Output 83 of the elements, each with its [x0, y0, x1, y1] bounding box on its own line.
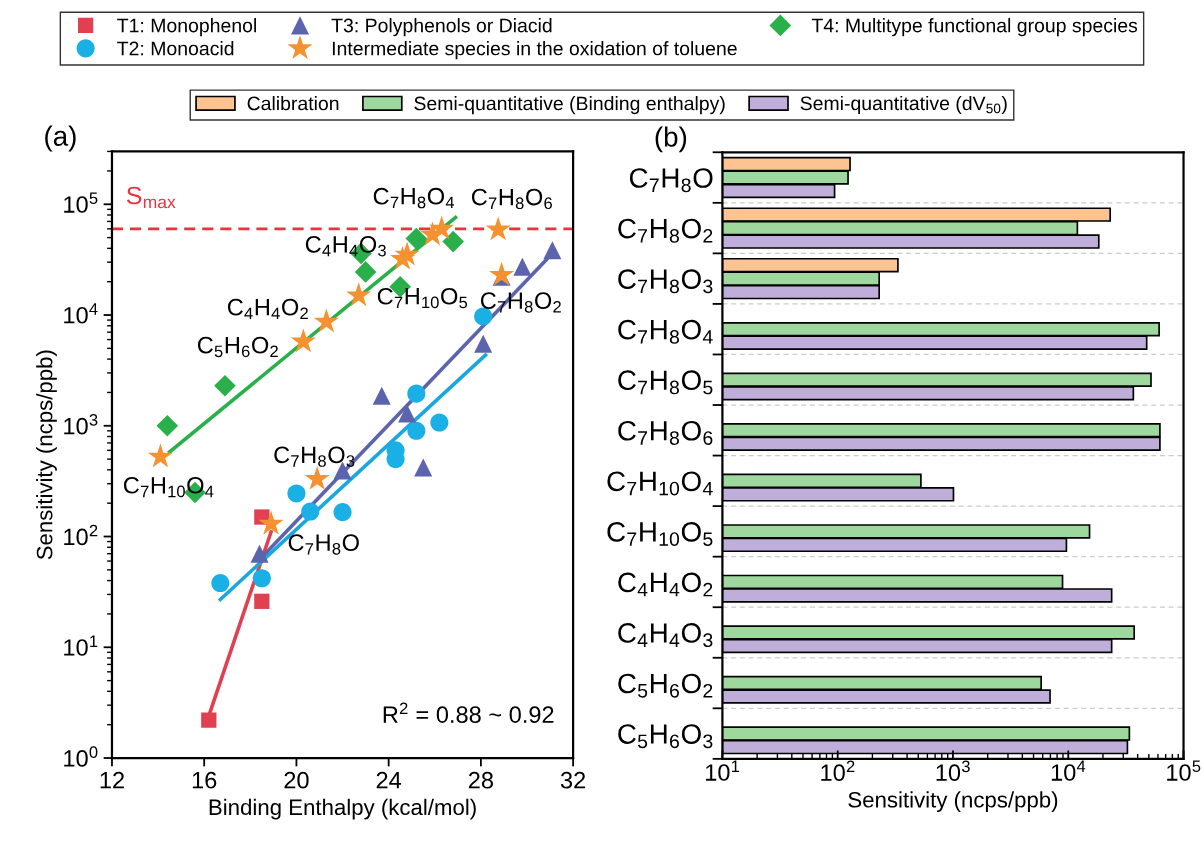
point — [290, 328, 316, 353]
point — [147, 443, 173, 468]
point — [394, 241, 420, 266]
x-tick-label: 10$^{3}$ — [936, 760, 970, 782]
y-tick-label: C$_{7}$H$_{8}$O — [629, 168, 713, 193]
annotation: C$_{5}$H$_{6}$O$_{2}$ — [197, 336, 278, 358]
y-tick-label: C$_{7}$H$_{8}$O$_{2}$ — [618, 218, 713, 243]
point — [250, 544, 269, 563]
y-tick-label: 10$^{5}$ — [64, 192, 98, 213]
point — [287, 484, 306, 503]
x-tick-label: 32 — [560, 771, 586, 789]
chart-title: (a) — [45, 125, 76, 152]
annotation: R$^{2}$ = 0.88 ~ 0.92 — [383, 702, 554, 723]
point — [346, 282, 372, 307]
point — [301, 502, 320, 521]
x-tick-label: 10$^{2}$ — [821, 760, 855, 782]
chart-title: (b) — [655, 126, 687, 153]
x-tick-label: 20 — [284, 771, 309, 789]
x-tick-label: 28 — [468, 771, 493, 789]
annotation: C$_{7}$H$_{10}$O$_{5}$ — [377, 287, 468, 309]
point — [405, 227, 428, 250]
y-tick-label: C$_{7}$H$_{8}$O$_{3}$ — [618, 269, 713, 294]
x-axis-title: Binding Enthalpy (kcal/mol) — [209, 798, 476, 820]
point — [252, 569, 271, 588]
legend-label: T3: Polyphenols or Diacid — [331, 18, 552, 37]
y-tick-label: C$_{7}$H$_{8}$O$_{6}$ — [618, 420, 713, 445]
x-tick-label: 10$^{4}$ — [1051, 760, 1086, 781]
y-axis-title: Sensitivity (ncps/ppb) — [36, 350, 57, 560]
legend-label: Calibration — [247, 96, 339, 111]
y-tick-label: 10$^{3}$ — [64, 414, 98, 435]
x-tick-label: 10$^{1}$ — [706, 760, 740, 781]
point — [258, 510, 284, 535]
point — [474, 334, 493, 353]
point — [214, 374, 236, 397]
x-tick-label: 16 — [192, 771, 217, 789]
y-tick-label: C$_{4}$H$_{4}$O$_{2}$ — [618, 572, 713, 597]
y-tick-label: C$_{7}$H$_{8}$O$_{5}$ — [618, 370, 713, 395]
y-tick-label: C$_{4}$H$_{4}$O$_{3}$ — [618, 623, 713, 648]
y-tick-label: C$_{7}$H$_{10}$O$_{4}$ — [607, 471, 713, 496]
x-tick-label: 24 — [376, 771, 402, 789]
y-tick-label: C$_{7}$H$_{10}$O$_{5}$ — [607, 522, 713, 546]
point — [201, 712, 217, 728]
legend-label: Intermediate species in the oxidation of toluene — [332, 41, 737, 60]
y-tick-label: C$_{5}$H$_{6}$O$_{2}$ — [618, 673, 713, 698]
annotation: C$_{7}$H$_{8}$O$_{4}$ — [373, 187, 455, 209]
point — [430, 413, 449, 432]
point — [429, 215, 455, 240]
point — [156, 414, 179, 437]
x-tick-label: 10$^{5}$ — [1167, 760, 1201, 781]
point — [304, 465, 330, 490]
y-tick-label: C$_{5}$H$_{6}$O$_{3}$ — [618, 724, 713, 749]
point — [543, 241, 562, 260]
legend-label: T2: Monoacid — [117, 41, 234, 56]
y-tick-label: 10$^{1}$ — [64, 635, 98, 656]
annotation: C$_{7}$H$_{8}$O$_{6}$ — [471, 188, 552, 210]
point — [414, 458, 433, 477]
point — [442, 230, 465, 253]
y-tick-label: C$_{7}$H$_{8}$O$_{4}$ — [618, 319, 713, 344]
point — [513, 257, 532, 276]
point — [398, 404, 417, 423]
legend-label: T1: Monophenol — [117, 18, 256, 37]
point — [211, 574, 230, 593]
ref-line-label: S$_{max}$ — [126, 186, 176, 209]
point — [254, 593, 270, 609]
point — [354, 261, 377, 283]
legend-label: T4: Multitype functional group species — [811, 18, 1138, 37]
legend-label: Semi-quantitative (dV$_{50}$) — [800, 95, 1007, 115]
point — [407, 421, 426, 440]
x-tick-label: 12 — [100, 771, 124, 789]
legend-label: Semi-quantitative (Binding enthalpy) — [414, 96, 725, 115]
point — [489, 261, 515, 286]
annotation: C$_{7}$H$_{8}$O — [288, 534, 359, 555]
point — [485, 216, 511, 241]
point — [407, 384, 426, 403]
y-tick-label: 10$^{0}$ — [64, 746, 98, 767]
point — [474, 307, 493, 326]
x-axis-title: Sensitivity (ncps/ppb) — [848, 791, 1058, 812]
y-tick-label: 10$^{4}$ — [64, 303, 98, 324]
y-tick-label: 10$^{2}$ — [64, 524, 98, 546]
annotation: C$_{4}$H$_{4}$O$_{2}$ — [227, 298, 308, 320]
point — [313, 308, 339, 333]
point — [372, 386, 391, 405]
point — [333, 503, 352, 522]
